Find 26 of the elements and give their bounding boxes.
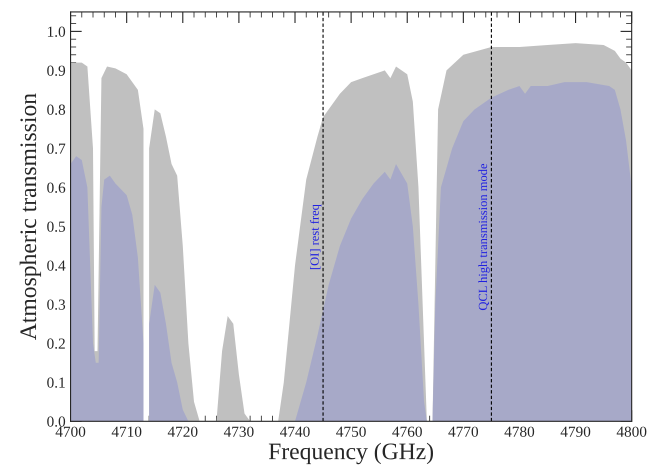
y-axis-title: Atmospheric transmission — [20, 93, 42, 340]
x-tick-label: 4700 — [56, 426, 86, 437]
y-tick-label: 0.2 — [47, 338, 65, 349]
x-tick-label: 4710 — [112, 426, 142, 437]
ref-line-label: [OI] rest freq — [310, 204, 322, 270]
x-tick-label: 4780 — [504, 426, 534, 437]
y-tick-label: 0.8 — [47, 104, 66, 115]
x-tick-label: 4790 — [560, 426, 590, 437]
x-tick-label: 4730 — [224, 426, 254, 437]
ref-line-label: QCL high transmission mode — [478, 164, 490, 310]
x-tick-label: 4770 — [448, 426, 478, 437]
y-tick-label: 0.1 — [47, 377, 65, 388]
y-tick-label: 0.0 — [47, 416, 66, 427]
y-tick-label: 0.5 — [47, 221, 66, 232]
y-tick-label: 0.4 — [47, 260, 66, 271]
y-tick-label: 1.0 — [48, 26, 66, 37]
y-tick-label: 0.7 — [47, 143, 66, 154]
y-tick-label: 0.3 — [47, 299, 66, 310]
x-tick-label: 4720 — [168, 426, 198, 437]
x-tick-label: 4750 — [336, 426, 366, 437]
x-tick-label: 4800 — [616, 426, 646, 437]
y-tick-label: 0.9 — [47, 66, 66, 76]
x-tick-label: 4740 — [280, 426, 310, 437]
x-axis-title: Frequency (GHz) — [268, 442, 434, 464]
x-tick-label: 4760 — [392, 426, 422, 437]
y-tick-label: 0.6 — [47, 182, 66, 193]
